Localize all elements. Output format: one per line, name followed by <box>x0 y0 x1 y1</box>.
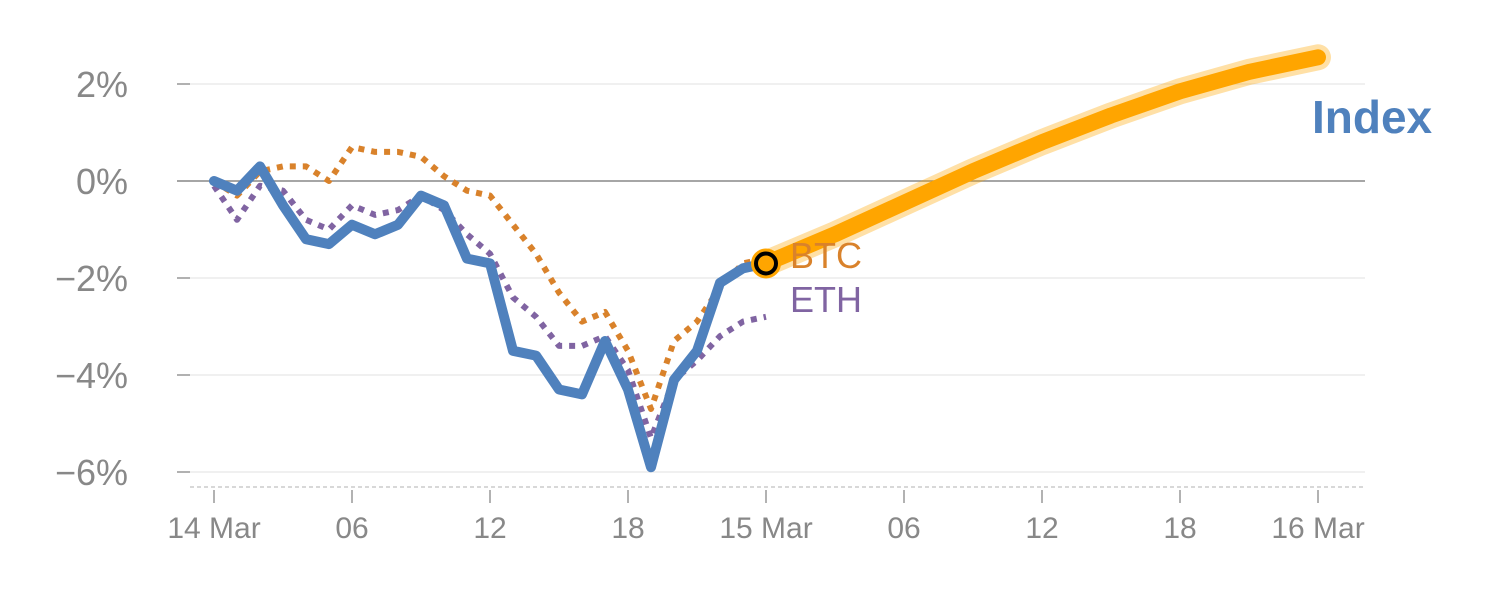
x-tick-label: 06 <box>335 512 368 545</box>
y-tick-label: −6% <box>55 452 128 493</box>
x-tick-label: 12 <box>473 512 506 545</box>
y-tick-label: −4% <box>55 355 128 396</box>
x-tick-label: 12 <box>1025 512 1058 545</box>
x-tick-label: 18 <box>611 512 644 545</box>
series-label-index: Index <box>1312 91 1433 143</box>
series-line-btc <box>212 144 767 412</box>
y-axis: 2% 0% −2% −4% −6% <box>55 64 190 493</box>
x-tick-label: 18 <box>1163 512 1196 545</box>
series-lines <box>209 44 1331 473</box>
x-axis: 14 Mar 06 12 18 15 Mar 06 12 18 16 Mar <box>167 486 1365 545</box>
current-value-marker-ring <box>754 251 778 276</box>
projection-band <box>758 49 1326 272</box>
series-label-eth: ETH <box>790 279 862 320</box>
x-tick-label: 15 Mar <box>719 512 812 545</box>
y-tick-label: 2% <box>76 64 128 105</box>
y-tick-label: −2% <box>55 258 128 299</box>
grid-lines <box>177 83 1365 473</box>
x-tick-label: 16 Mar <box>1271 512 1364 545</box>
series-labels: Index BTC ETH <box>790 91 1433 320</box>
x-tick-label: 06 <box>887 512 920 545</box>
x-tick-label: 14 Mar <box>167 512 260 545</box>
series-label-btc: BTC <box>790 235 862 276</box>
series-line-index <box>209 161 771 473</box>
y-tick-label: 0% <box>76 161 128 202</box>
